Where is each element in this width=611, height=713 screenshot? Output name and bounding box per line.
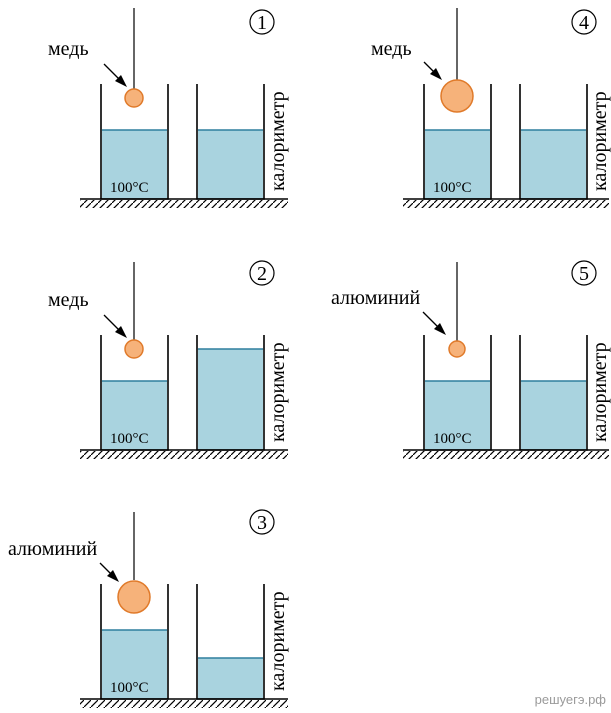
ground-hatching [403, 451, 609, 459]
experiment-5: алюминий 100°C калориметр 5 [331, 260, 611, 459]
temperature-label: 100°C [110, 180, 149, 196]
calorimeter-label: калориметр [267, 91, 289, 191]
calorimeter-label: калориметр [589, 342, 611, 442]
beaker-water [102, 381, 167, 450]
metal-ball [440, 79, 474, 113]
beaker-water [102, 630, 167, 699]
calorimeter-water [198, 658, 263, 699]
metal-ball [124, 339, 144, 359]
metal-ball [124, 88, 144, 108]
experiment-number: 5 [579, 263, 589, 285]
arrow-icon [434, 323, 446, 335]
experiment-1: медь 100°C калориметр 1 [48, 8, 289, 208]
temperature-label: 100°C [433, 431, 472, 447]
calorimeter-water [198, 130, 263, 199]
metal-label: медь [371, 38, 412, 60]
ground-hatching [80, 700, 288, 708]
calorimeter-water [521, 381, 586, 450]
calorimeter-label: калориметр [267, 591, 289, 691]
beaker-water [425, 130, 490, 199]
arrow-icon [115, 326, 127, 338]
experiment-number: 1 [257, 12, 267, 34]
temperature-label: 100°C [110, 680, 149, 696]
experiment-number: 4 [579, 12, 589, 34]
metal-label: алюминий [331, 287, 420, 309]
temperature-label: 100°C [433, 180, 472, 196]
experiment-3: алюминий 100°C калориметр 3 [8, 509, 289, 708]
watermark: решуегэ.рф [535, 692, 607, 707]
calorimeter-water [521, 130, 586, 199]
experiment-number: 3 [257, 512, 267, 534]
experiment-number: 2 [257, 263, 267, 285]
beaker-water [425, 381, 490, 450]
ground-hatching [80, 200, 288, 208]
ground-hatching [80, 451, 288, 459]
metal-label: медь [48, 38, 89, 60]
ground-hatching [403, 200, 609, 208]
temperature-label: 100°C [110, 431, 149, 447]
metal-ball [448, 340, 466, 358]
calorimeter-water [198, 349, 263, 450]
arrow-icon [107, 570, 119, 582]
metal-ball [117, 580, 151, 614]
metal-label: алюминий [8, 538, 97, 560]
arrow-icon [430, 68, 442, 80]
experiment-4: медь 100°C калориметр 4 [371, 8, 611, 208]
calorimeter-label: калориметр [589, 91, 611, 191]
beaker-water [102, 130, 167, 199]
metal-label: медь [48, 289, 89, 311]
calorimeter-label: калориметр [267, 342, 289, 442]
experiment-2: медь 100°C калориметр 2 [48, 260, 289, 459]
arrow-icon [115, 75, 127, 87]
